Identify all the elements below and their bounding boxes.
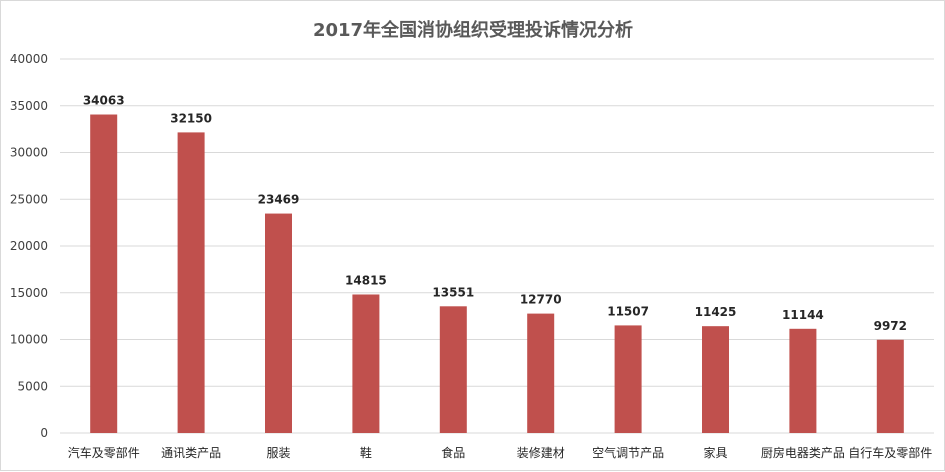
y-tick-label: 0 bbox=[40, 426, 48, 440]
data-label: 13551 bbox=[432, 285, 474, 299]
x-tick-label: 空气调节产品 bbox=[592, 445, 664, 460]
x-tick-label: 服装 bbox=[266, 446, 290, 460]
x-tick-label: 厨房电器类产品 bbox=[761, 445, 845, 460]
bar bbox=[265, 213, 292, 433]
y-tick-label: 10000 bbox=[10, 333, 48, 347]
y-axis-ticks: 0 5000 10000 15000 20000 25000 30000 35000 40000 bbox=[10, 52, 48, 440]
y-tick-label: 5000 bbox=[17, 379, 48, 393]
data-label: 23469 bbox=[258, 193, 300, 207]
chart-title: 2017年全国消协组织受理投诉情况分析 bbox=[313, 19, 633, 41]
bars bbox=[90, 114, 904, 433]
data-label: 11425 bbox=[695, 305, 737, 319]
y-tick-label: 20000 bbox=[10, 239, 48, 253]
bar bbox=[527, 313, 555, 433]
y-tick-label: 25000 bbox=[10, 192, 48, 206]
x-axis-ticks: 汽车及零部件 通讯类产品 服装 鞋 食品 装修建材 空气调节产品 家具 厨房电器类产品 自行车及零… bbox=[68, 445, 933, 460]
data-label: 32150 bbox=[170, 111, 212, 125]
x-tick-label: 装修建材 bbox=[517, 445, 565, 460]
x-tick-label: 食品 bbox=[441, 445, 465, 460]
bar bbox=[352, 294, 380, 433]
data-labels: 34063 32150 23469 14815 13551 12770 11507 11425… bbox=[83, 94, 907, 333]
data-label: 11507 bbox=[607, 304, 649, 318]
y-tick-label: 30000 bbox=[10, 146, 48, 160]
data-label: 11144 bbox=[782, 308, 824, 322]
data-label: 14815 bbox=[345, 273, 387, 287]
bar bbox=[876, 339, 904, 433]
x-tick-label: 汽车及零部件 bbox=[68, 445, 140, 460]
y-tick-label: 40000 bbox=[10, 52, 48, 66]
x-tick-label: 鞋 bbox=[360, 445, 372, 460]
x-tick-label: 家具 bbox=[703, 445, 727, 460]
data-label: 34063 bbox=[83, 94, 125, 108]
gridlines bbox=[60, 58, 934, 434]
y-tick-label: 35000 bbox=[10, 99, 48, 113]
bar bbox=[177, 132, 205, 433]
bar bbox=[702, 326, 729, 433]
data-label: 12770 bbox=[520, 293, 562, 307]
data-label: 9972 bbox=[874, 319, 907, 333]
x-tick-label: 自行车及零部件 bbox=[848, 445, 932, 460]
bar bbox=[439, 306, 467, 433]
bar bbox=[789, 328, 817, 433]
y-tick-label: 15000 bbox=[10, 286, 48, 300]
x-tick-label: 通讯类产品 bbox=[161, 446, 221, 460]
bar bbox=[90, 114, 118, 433]
bar bbox=[614, 325, 642, 433]
